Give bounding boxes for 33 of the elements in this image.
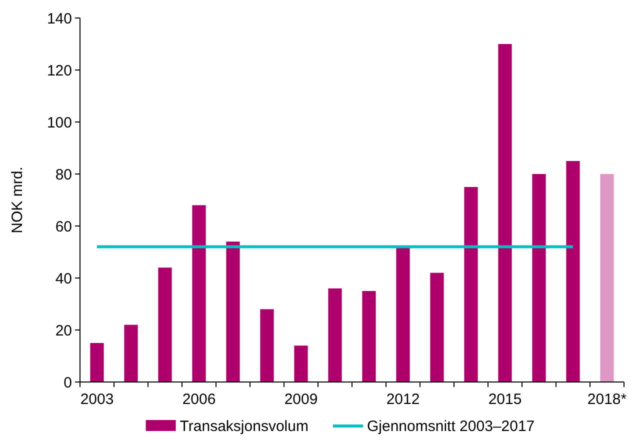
- y-tick-label: 40: [55, 270, 72, 288]
- legend-label: Transaksjonsvolum: [180, 418, 308, 435]
- bar: [158, 268, 172, 382]
- bar: [464, 187, 478, 382]
- bar: [226, 242, 240, 382]
- x-tick-label: 2015: [488, 391, 522, 408]
- bar: [498, 44, 512, 382]
- bar: [124, 324, 138, 382]
- x-tick-label: 2009: [284, 391, 318, 408]
- legend-label: Gjennomsnitt 2003–2017: [367, 418, 535, 435]
- x-tick-label: 2003: [80, 391, 114, 408]
- y-tick-label: 80: [55, 166, 72, 184]
- bar: [430, 272, 444, 382]
- y-tick-label: 120: [46, 62, 72, 80]
- bar: [192, 205, 206, 382]
- bar: [566, 161, 580, 382]
- bar: [532, 174, 546, 382]
- x-tick-label: 2006: [182, 391, 216, 408]
- y-tick-label: 100: [46, 114, 72, 132]
- y-axis-title: NOK mrd.: [9, 166, 26, 234]
- y-tick-label: 20: [55, 322, 72, 340]
- bar: [362, 291, 376, 382]
- bar: [396, 246, 410, 382]
- bar: [600, 174, 614, 382]
- y-tick-label: 60: [55, 218, 72, 236]
- x-tick-label: 2018*: [587, 391, 627, 408]
- bar: [328, 288, 342, 382]
- y-tick-label: 0: [64, 374, 72, 392]
- bar: [90, 343, 104, 382]
- bar: [260, 309, 274, 382]
- bar: [294, 346, 308, 382]
- x-tick-label: 2012: [386, 391, 420, 408]
- y-tick-label: 140: [46, 10, 72, 28]
